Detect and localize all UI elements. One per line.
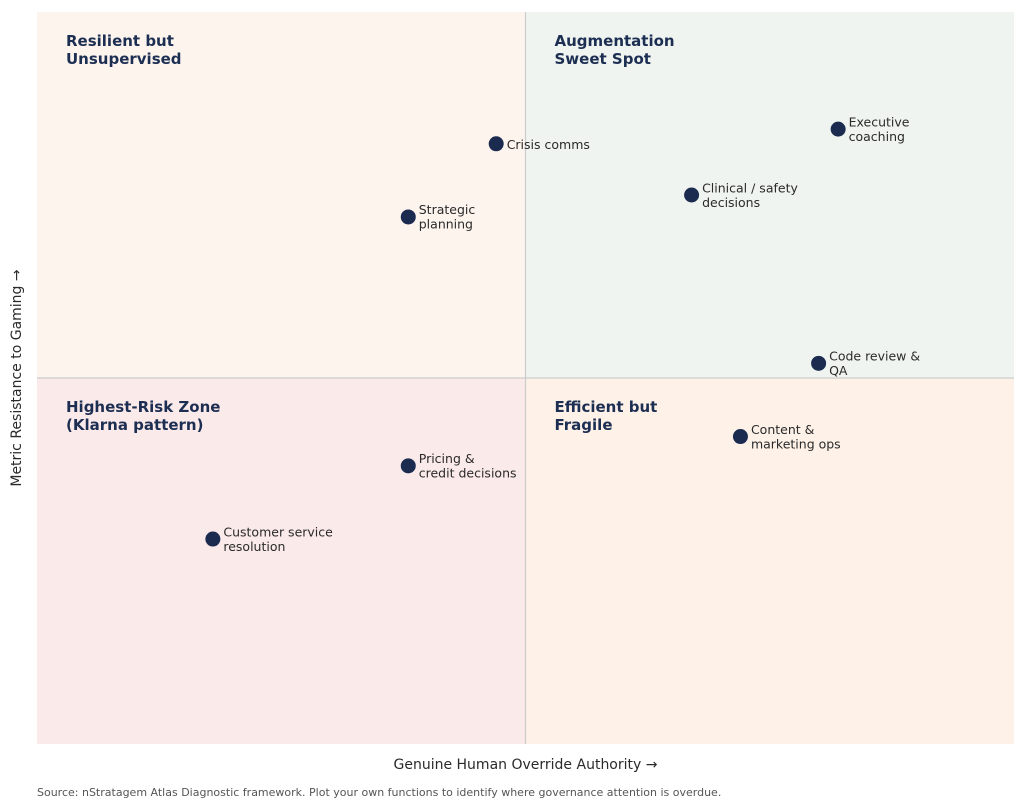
data-point-label: Code review & QA	[829, 349, 920, 379]
data-point	[732, 429, 748, 445]
data-points: Crisis comms Strategic planning Executive co…	[205, 114, 920, 554]
y-axis-label: Metric Resistance to Gaming →	[9, 269, 25, 487]
quadrant-backgrounds	[37, 12, 1014, 744]
quadrant-title-top-left: Resilient but Unsupervised	[66, 32, 182, 68]
quadrant-top-right	[525, 12, 1014, 378]
data-point	[400, 458, 416, 474]
quadrant-bottom-right	[525, 378, 1014, 744]
quadrant-title-bottom-left: Highest-Risk Zone (Klarna pattern)	[66, 398, 220, 434]
data-point-label: Executive coaching	[849, 114, 910, 143]
data-point	[488, 136, 504, 152]
quadrant-title-top-right: Augmentation Sweet Spot	[555, 32, 675, 68]
data-point-label: Pricing & credit decisions	[419, 451, 517, 481]
data-point	[205, 531, 221, 547]
quadrant-title-bottom-right: Efficient but Fragile	[555, 398, 658, 434]
data-point	[400, 209, 416, 225]
quadrant-bottom-left	[37, 378, 526, 744]
x-axis-label: Genuine Human Override Authority →	[394, 757, 658, 773]
data-point-label: Content & marketing ops	[751, 422, 841, 452]
quadrant-top-left	[37, 12, 526, 378]
data-point-label: Customer service resolution	[223, 524, 333, 554]
quadrant-chart: Resilient but Unsupervised Augmentation Swe…	[9, 12, 1014, 773]
data-point	[811, 355, 827, 371]
data-point-label: Crisis comms	[507, 137, 590, 152]
data-point	[830, 121, 846, 137]
data-point-label: Clinical / safety decisions	[702, 180, 798, 210]
quadrant-titles: Resilient but Unsupervised Augmentation Swe…	[66, 32, 675, 434]
data-point	[684, 187, 700, 203]
source-note: Source: nStratagem Atlas Diagnostic fram…	[37, 786, 722, 799]
quadrant-dividers	[37, 12, 1014, 744]
data-point-label: Strategic planning	[419, 202, 476, 232]
